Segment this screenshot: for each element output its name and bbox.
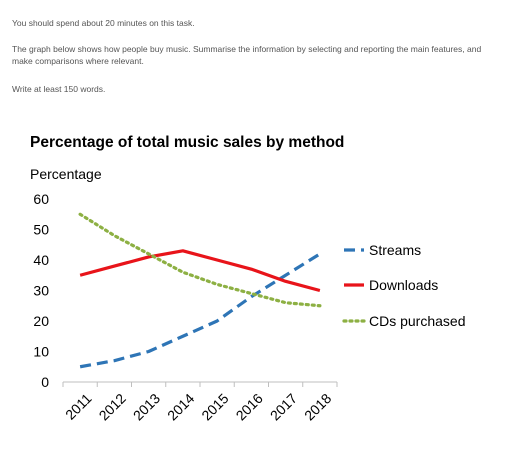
y-tick-label: 50 [33, 222, 49, 238]
legend-label-cds-purchased: CDs purchased [369, 313, 466, 329]
y-tick-label: 30 [33, 283, 49, 299]
x-tick-label: 2013 [130, 390, 163, 423]
series-line-downloads [79, 249, 321, 293]
x-tick-label: 2016 [233, 390, 266, 423]
y-tick-label: 20 [33, 313, 49, 329]
legend-label-downloads: Downloads [369, 277, 438, 293]
y-tick-label: 10 [33, 344, 49, 360]
y-ticks: 0 10 20 30 40 50 60 [33, 191, 49, 390]
x-tick-label: 2018 [301, 390, 334, 423]
x-tick-label: 2012 [96, 390, 129, 423]
legend-label-streams: Streams [369, 242, 421, 258]
x-tick-label: 2014 [164, 390, 197, 423]
series-line-streams [79, 252, 321, 369]
instruction-task: The graph below shows how people buy mus… [12, 44, 482, 66]
x-tick-label: 2011 [62, 390, 95, 423]
x-tick-label: 2017 [267, 390, 300, 423]
y-tick-label: 40 [33, 252, 49, 268]
series-lines [78, 212, 322, 369]
chart-title: Percentage of total music sales by metho… [30, 134, 344, 151]
legend: Streams Downloads CDs purchased [342, 242, 466, 329]
x-tick-label: 2015 [198, 390, 231, 423]
y-tick-label: 60 [33, 191, 49, 207]
instruction-time: You should spend about 20 minutes on thi… [12, 18, 195, 28]
y-axis-label: Percentage [30, 166, 102, 182]
y-tick-label: 0 [41, 374, 49, 390]
x-ticks: 2011 2012 2013 2014 2015 2016 2017 2018 [62, 382, 338, 424]
instruction-word-count: Write at least 150 words. [12, 84, 106, 94]
series-line-cds-purchased [78, 212, 322, 308]
